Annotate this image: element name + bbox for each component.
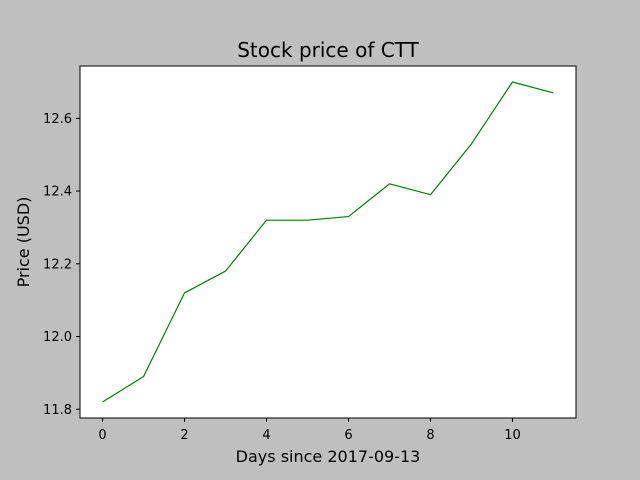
- y-tick-label: 12.0: [43, 330, 72, 345]
- x-tick-label: 10: [504, 428, 521, 443]
- x-axis: 0 2 4 6 8 10: [98, 418, 521, 443]
- y-axis-label: Price (USD): [14, 197, 33, 288]
- y-axis: 11.8 12.0 12.2 12.4 12.6: [43, 112, 80, 418]
- plot-area: [79, 65, 577, 419]
- chart-title: Stock price of CTT: [237, 38, 419, 62]
- y-tick-label: 12.2: [43, 257, 72, 272]
- x-tick-label: 2: [180, 428, 188, 443]
- x-tick-label: 8: [426, 428, 434, 443]
- y-tick-label: 11.8: [43, 403, 72, 418]
- x-tick-label: 0: [98, 428, 106, 443]
- x-axis-label: Days since 2017-09-13: [236, 447, 421, 466]
- series-line: [102, 81, 554, 403]
- x-tick-label: 6: [344, 428, 352, 443]
- y-tick-label: 12.4: [43, 185, 72, 200]
- x-tick-label: 4: [262, 428, 270, 443]
- y-tick-label: 12.6: [43, 112, 72, 127]
- series-layer: [102, 81, 554, 403]
